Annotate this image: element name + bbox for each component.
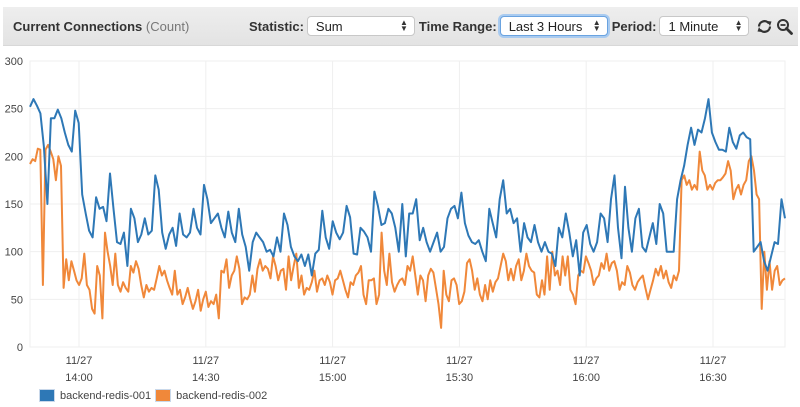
- svg-text:250: 250: [5, 104, 23, 116]
- time-range-value: Last 3 Hours: [508, 18, 583, 34]
- statistic-value: Sum: [315, 18, 343, 34]
- legend-swatch: [155, 389, 172, 402]
- svg-text:300: 300: [5, 56, 23, 68]
- svg-text:0: 0: [17, 342, 23, 354]
- statistic-select[interactable]: Sum ▲ ▼: [306, 16, 415, 36]
- y-axis: 0 50 100 150 200 250 300: [5, 56, 23, 354]
- svg-text:14:30: 14:30: [192, 372, 220, 384]
- period-label: Period:: [611, 18, 657, 34]
- refresh-icon[interactable]: [755, 17, 773, 35]
- svg-text:50: 50: [11, 294, 23, 306]
- legend-label: backend-redis-001: [60, 389, 152, 402]
- metric-name: Current Connections: [13, 18, 143, 34]
- svg-text:15:30: 15:30: [446, 372, 474, 384]
- legend-swatch: [39, 389, 55, 402]
- select-arrows-icon: ▲ ▼: [399, 18, 408, 33]
- svg-text:100: 100: [5, 247, 23, 259]
- chart-series: [29, 98, 786, 329]
- chart-legend: backend-redis-001 backend-redis-002: [39, 389, 271, 402]
- svg-text:11/27: 11/27: [573, 355, 600, 367]
- time-range-label: Time Range:: [418, 18, 497, 34]
- svg-text:14:00: 14:00: [65, 372, 93, 384]
- time-range-select[interactable]: Last 3 Hours ▲ ▼: [499, 16, 608, 36]
- period-select[interactable]: 1 Minute ▲ ▼: [659, 16, 750, 36]
- svg-text:16:30: 16:30: [699, 372, 727, 384]
- period-value: 1 Minute: [668, 18, 719, 34]
- legend-label: backend-redis-002: [176, 389, 268, 402]
- select-arrows-icon: ▲ ▼: [592, 18, 601, 33]
- svg-text:11/27: 11/27: [446, 355, 473, 367]
- zoom-out-icon[interactable]: [775, 17, 793, 35]
- x-axis: 11/27 14:00 11/27 14:30 11/27 15:00 11/27 15:30…: [65, 355, 727, 384]
- chart-grid: [29, 60, 786, 348]
- svg-text:150: 150: [5, 199, 23, 211]
- legend-item-series2[interactable]: backend-redis-002: [155, 389, 267, 402]
- legend-item-series1[interactable]: backend-redis-001: [39, 389, 151, 402]
- chart-header: Current Connections (Count) Statistic: S…: [3, 7, 798, 46]
- statistic-label: Statistic:: [249, 18, 304, 34]
- metric-unit: (Count): [145, 18, 190, 34]
- svg-text:11/27: 11/27: [319, 355, 346, 367]
- chart-title: Current Connections (Count): [13, 19, 189, 34]
- chart-controls: Statistic: Sum ▲ ▼ Time Range: Last 3 Hou…: [249, 7, 793, 45]
- svg-text:11/27: 11/27: [66, 355, 93, 367]
- select-arrows-icon: ▲ ▼: [734, 18, 743, 33]
- svg-text:11/27: 11/27: [192, 355, 219, 367]
- svg-text:16:00: 16:00: [572, 372, 600, 384]
- svg-text:11/27: 11/27: [700, 355, 727, 367]
- svg-text:200: 200: [5, 151, 23, 163]
- svg-text:15:00: 15:00: [319, 372, 347, 384]
